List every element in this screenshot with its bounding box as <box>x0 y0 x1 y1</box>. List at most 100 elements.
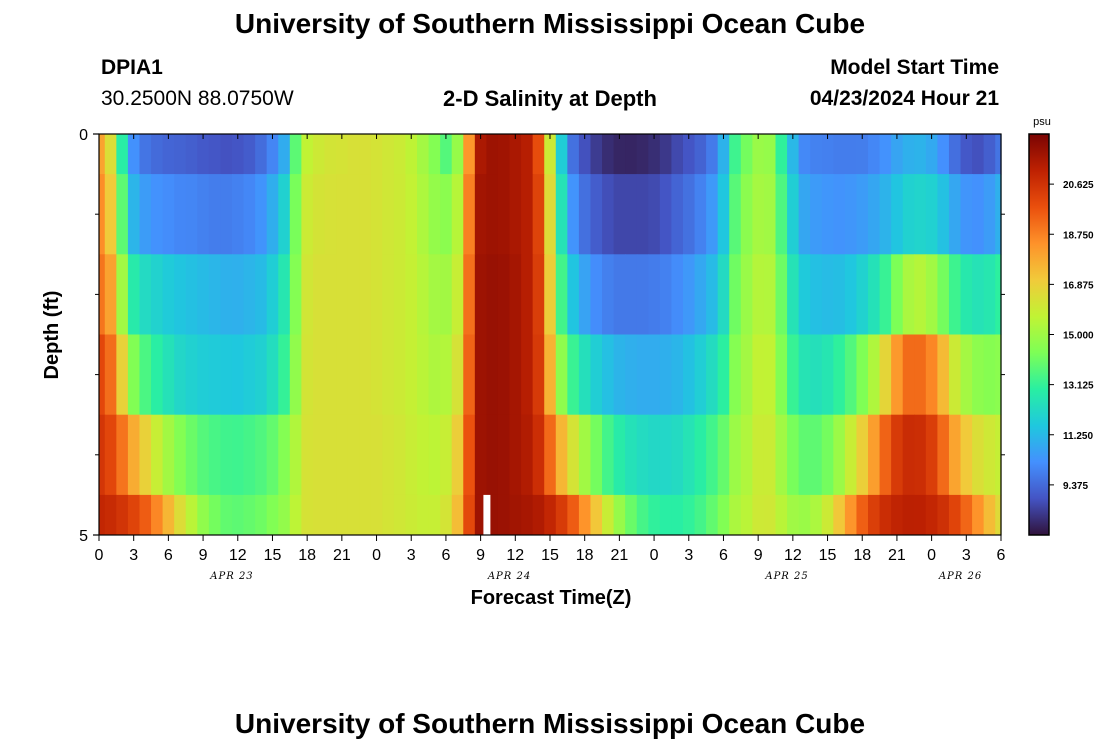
heatmap-cell <box>555 174 568 255</box>
heatmap-cell <box>578 334 592 416</box>
heatmap-cell <box>255 414 268 496</box>
heatmap-cell <box>116 414 129 496</box>
heatmap-cell <box>555 254 568 335</box>
heatmap-cell <box>798 414 811 496</box>
heatmap-cell <box>960 254 973 335</box>
heatmap-cell <box>347 254 360 335</box>
heatmap-cell <box>798 334 811 416</box>
x-tick-label: 12 <box>229 547 247 564</box>
heatmap-cell <box>336 254 349 335</box>
heatmap-cell <box>902 494 915 536</box>
heatmap-cell <box>151 414 164 496</box>
heatmap-cell <box>983 134 996 175</box>
heatmap-cell <box>336 174 349 255</box>
heatmap-cell <box>278 254 291 335</box>
x-tick-label: 18 <box>298 547 316 564</box>
heatmap-cell <box>509 414 522 496</box>
heatmap-cell <box>659 134 673 175</box>
heatmap-cell <box>752 414 765 496</box>
heatmap-cell <box>706 254 719 335</box>
heatmap-cell <box>532 134 545 175</box>
heatmap-cell <box>682 254 696 335</box>
x-tick-label: 3 <box>129 547 138 564</box>
heatmap-cell <box>417 254 430 335</box>
heatmap-cell <box>312 334 326 416</box>
heatmap-cell <box>879 334 892 416</box>
heatmap-cell <box>231 254 245 335</box>
y-axis-label: Depth (ft) <box>41 291 63 380</box>
heatmap-cell <box>694 334 707 416</box>
heatmap-cell <box>359 414 372 496</box>
heatmap-cell <box>255 134 268 175</box>
heatmap-cell <box>278 334 291 416</box>
heatmap-cell <box>231 134 245 175</box>
heatmap-cell <box>208 414 222 496</box>
heatmap-cell <box>197 254 210 335</box>
colorbar-tick-label: 13.125 <box>1063 381 1094 392</box>
heatmap-cell <box>243 494 256 536</box>
x-tick-label: 3 <box>962 547 971 564</box>
heatmap-cell <box>578 254 592 335</box>
heatmap-cell <box>821 134 834 175</box>
heatmap-cell <box>497 254 511 335</box>
heatmap-cell <box>197 134 210 175</box>
heatmap-cell <box>509 134 522 175</box>
heatmap-cell <box>567 174 580 255</box>
heatmap-cell <box>602 134 615 175</box>
heatmap-cell <box>775 174 788 255</box>
heatmap-cell <box>659 494 673 536</box>
heatmap-cell <box>151 174 164 255</box>
heatmap-cell <box>370 254 383 335</box>
heatmap-cell <box>544 334 557 416</box>
heatmap-cell <box>960 134 973 175</box>
heatmap-cell <box>127 494 141 536</box>
heatmap-cell <box>555 494 568 536</box>
heatmap-cell <box>451 334 464 416</box>
heatmap-cell <box>659 174 673 255</box>
heatmap-cell <box>359 334 372 416</box>
heatmap-cell <box>104 414 117 496</box>
heatmap-cell <box>995 494 1002 536</box>
heatmap-cell <box>521 254 534 335</box>
page-title: University of Southern Mississippi Ocean… <box>234 8 866 39</box>
heatmap-cell <box>729 174 742 255</box>
heatmap-cell <box>879 174 892 255</box>
heatmap-cell <box>174 254 187 335</box>
heatmap-cell <box>544 254 557 335</box>
heatmap-cell <box>844 254 858 335</box>
heatmap-cell <box>220 174 233 255</box>
heatmap-cell <box>717 134 730 175</box>
heatmap-cell <box>983 414 996 496</box>
heatmap-cell <box>706 334 719 416</box>
heatmap-cell <box>752 174 765 255</box>
heatmap-cell <box>937 174 950 255</box>
heatmap-cell <box>208 134 222 175</box>
heatmap-cell <box>497 334 511 416</box>
heatmap-cell <box>139 134 152 175</box>
x-tick-label: 0 <box>650 547 659 564</box>
heatmap-cell <box>509 254 522 335</box>
heatmap-cell <box>798 494 811 536</box>
date-label: APR 26 <box>938 571 982 582</box>
heatmap-cell <box>301 494 314 536</box>
heatmap-cell <box>937 494 950 536</box>
heatmap-cell <box>151 134 164 175</box>
footer-title: University of Southern Mississippi Ocean… <box>234 708 866 739</box>
heatmap-cell <box>948 414 962 496</box>
heatmap-cell <box>925 494 938 536</box>
colorbar-tick-label: 9.375 <box>1063 481 1088 492</box>
heatmap-cell <box>521 414 534 496</box>
heatmap-cell <box>810 134 823 175</box>
heatmap-cell <box>995 414 1002 496</box>
heatmap-cell <box>324 414 337 496</box>
colorbar-tick-label: 11.250 <box>1063 431 1093 442</box>
heatmap-cell <box>243 254 256 335</box>
heatmap-cell <box>220 334 233 416</box>
x-tick-label: 9 <box>476 547 485 564</box>
heatmap-cell <box>162 174 175 255</box>
heatmap-cell <box>613 494 626 536</box>
heatmap-cell <box>324 134 337 175</box>
heatmap-cell <box>312 174 326 255</box>
heatmap-cell <box>532 334 545 416</box>
heatmap-cell <box>902 254 915 335</box>
